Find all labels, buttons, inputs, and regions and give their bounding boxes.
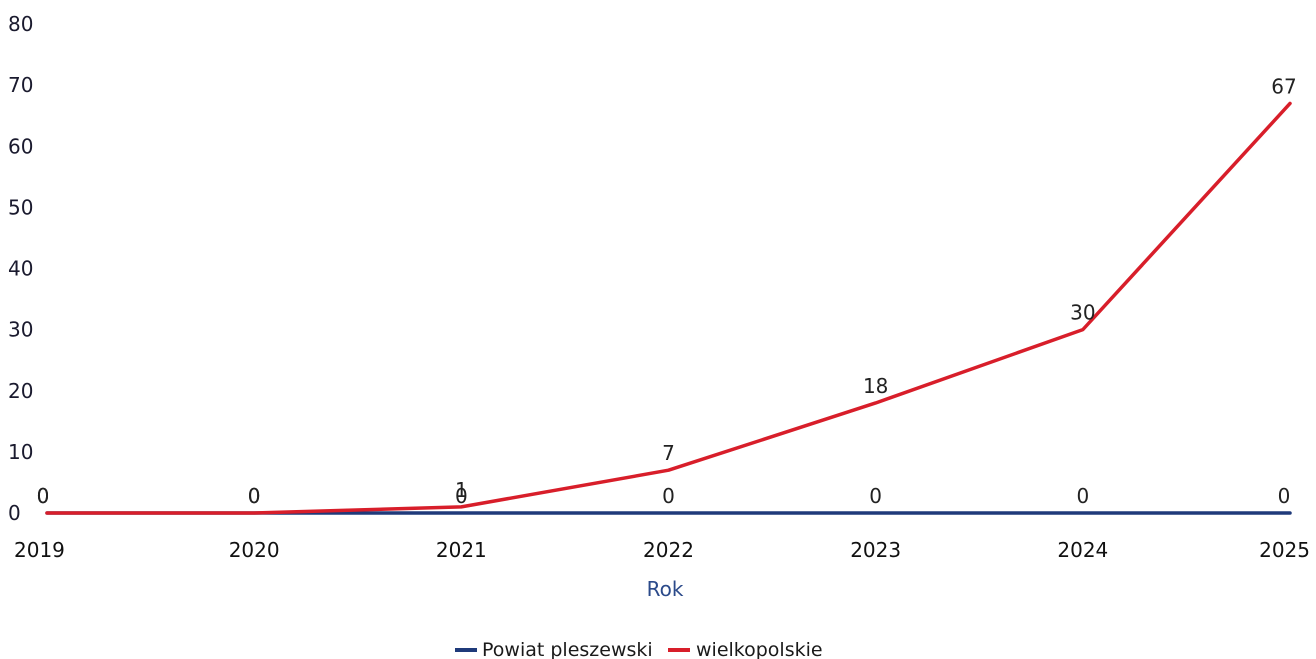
y-tick-label: 30: [8, 318, 33, 342]
legend-label: Powiat pleszewski: [482, 639, 653, 659]
data-label: 0: [662, 484, 675, 508]
y-tick-label: 60: [8, 134, 33, 158]
x-axis-title: Rok: [647, 577, 684, 601]
x-tick-label: 2020: [229, 538, 280, 562]
x-tick-label: 2022: [643, 538, 694, 562]
data-label: 0: [248, 484, 261, 508]
data-label: 30: [1070, 301, 1095, 325]
data-label: 0: [248, 484, 261, 508]
data-label: 0: [1278, 484, 1291, 508]
data-label: 0: [37, 484, 50, 508]
y-tick-label: 40: [8, 257, 33, 281]
y-tick-label: 20: [8, 379, 33, 403]
y-tick-label: 80: [8, 12, 33, 36]
data-label: 0: [1076, 484, 1089, 508]
x-tick-label: 2019: [14, 538, 65, 562]
data-label: 0: [455, 484, 468, 508]
x-tick-label: 2025: [1259, 538, 1310, 562]
x-tick-label: 2024: [1057, 538, 1108, 562]
x-tick-label: 2023: [850, 538, 901, 562]
y-axis: 0 10 20 30 40 50 60 70 80: [8, 12, 33, 525]
data-label: 67: [1271, 74, 1296, 98]
data-label: 0: [869, 484, 882, 508]
y-tick-label: 10: [8, 440, 33, 464]
legend: Powiat pleszewski wielkopolskie: [455, 639, 823, 659]
series-line-wielkopolskie: [45, 101, 1292, 515]
legend-label: wielkopolskie: [696, 639, 823, 659]
data-label: 0: [37, 484, 50, 508]
y-tick-label: 50: [8, 195, 33, 219]
y-tick-label: 0: [8, 501, 21, 525]
data-label: 1: [455, 478, 468, 502]
data-label: 7: [662, 441, 675, 465]
series-lines: [45, 101, 1292, 515]
x-axis: 2019 2020 2021 2022 2023 2024 2025: [14, 538, 1310, 562]
x-tick-label: 2021: [436, 538, 487, 562]
y-tick-label: 70: [8, 73, 33, 97]
data-label: 18: [863, 374, 888, 398]
